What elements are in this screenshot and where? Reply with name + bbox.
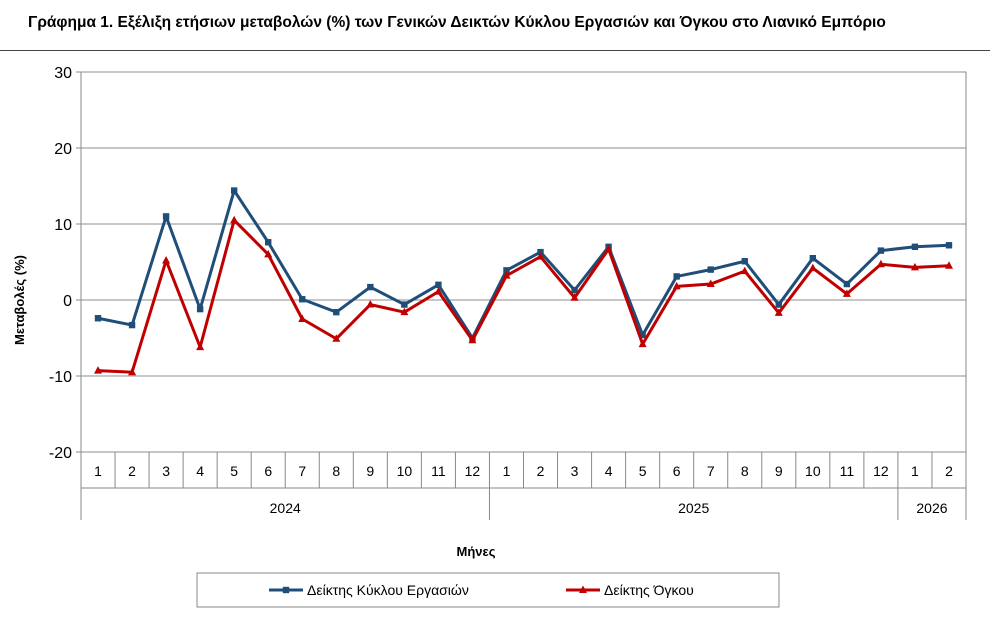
data-point-2 (842, 289, 851, 297)
data-point-2 (196, 342, 205, 351)
data-point-1 (435, 281, 442, 288)
x-tick-label: 6 (264, 463, 272, 479)
x-tick-label: 10 (397, 463, 413, 479)
data-point-2 (570, 293, 579, 301)
x-tick-label: 1 (94, 463, 102, 479)
x-tick-label: 3 (162, 463, 170, 479)
data-point-2 (638, 339, 647, 348)
data-point-1 (299, 296, 306, 303)
data-point-1 (673, 273, 680, 280)
data-point-2 (332, 334, 341, 342)
chart-title: Γράφημα 1. Εξέλιξη ετήσιων μεταβολών (%)… (28, 14, 886, 31)
x-axis-label: Μήνες (457, 544, 496, 559)
series-layer (94, 187, 953, 376)
x-tick-label: 2 (945, 463, 953, 479)
data-point-2 (876, 259, 885, 268)
data-point-2 (774, 308, 783, 316)
data-point-1 (639, 331, 646, 339)
data-point-2 (434, 287, 443, 295)
x-tick-label: 2 (537, 463, 545, 479)
data-point-2 (536, 252, 545, 260)
legend-marker-1 (282, 586, 290, 594)
y-tick-label: 20 (54, 141, 72, 158)
series-line-1 (97, 189, 950, 340)
x-tick-label: 1 (911, 463, 919, 479)
x-tick-label: 2 (128, 463, 136, 479)
data-point-2 (366, 300, 375, 308)
x-tick-label: 6 (673, 463, 681, 479)
data-point-2 (400, 307, 409, 316)
data-point-1 (537, 248, 544, 256)
x-tick-label: 1 (503, 463, 511, 479)
y-axis-label: Μεταβολές (%) (12, 255, 27, 345)
data-point-2 (128, 367, 137, 376)
x-tick-label: 7 (707, 463, 715, 479)
x-tick-label: 4 (196, 463, 204, 479)
year-label: 2024 (270, 500, 301, 516)
data-point-2 (162, 255, 171, 264)
y-tick-label: -10 (49, 369, 72, 386)
data-point-2 (604, 244, 613, 253)
data-point-2 (672, 281, 681, 290)
data-point-1 (265, 239, 272, 246)
data-point-2 (468, 335, 477, 344)
legend: Δείκτης Κύκλου Εργασιών Δείκτης Όγκου (196, 572, 780, 608)
x-tick-label: 4 (605, 463, 613, 479)
data-point-1 (911, 243, 919, 250)
data-point-1 (707, 266, 714, 273)
data-point-1 (503, 267, 510, 274)
data-point-1 (401, 301, 408, 308)
data-point-2 (910, 262, 919, 271)
data-point-1 (945, 242, 953, 249)
data-point-2 (502, 271, 511, 279)
data-point-1 (775, 301, 782, 308)
data-point-1 (94, 315, 102, 322)
data-point-2 (740, 266, 749, 275)
data-point-1 (809, 255, 817, 262)
legend-label-1: Δείκτης Κύκλου Εργασιών (307, 582, 469, 598)
data-point-1 (196, 305, 204, 313)
year-label: 2026 (916, 500, 947, 516)
data-point-1 (741, 258, 748, 265)
x-tick-label: 5 (639, 463, 647, 479)
data-point-2 (808, 263, 817, 272)
data-point-1 (843, 280, 851, 288)
x-tick-label: 10 (805, 463, 821, 479)
x-tick-label: 12 (465, 463, 481, 479)
y-tick-label: 0 (63, 293, 72, 310)
data-point-1 (230, 187, 238, 194)
x-tick-label: 3 (571, 463, 579, 479)
y-tick-label: -20 (49, 445, 72, 462)
legend-label-2: Δείκτης Όγκου (604, 582, 694, 598)
data-point-1 (162, 213, 170, 220)
data-point-2 (94, 366, 103, 374)
series-line-2 (97, 218, 950, 374)
y-tick-label: 30 (54, 65, 72, 82)
title-divider (0, 50, 990, 51)
data-point-2 (298, 314, 307, 322)
data-point-2 (706, 279, 715, 288)
data-point-1 (333, 308, 340, 316)
x-tick-label: 9 (366, 463, 374, 479)
x-tick-label: 11 (840, 463, 855, 479)
data-point-2 (230, 215, 239, 224)
data-point-2 (264, 249, 273, 258)
data-point-1 (571, 286, 578, 294)
x-tick-label: 9 (775, 463, 783, 479)
x-tick-label: 5 (230, 463, 238, 479)
data-point-1 (128, 321, 136, 329)
x-tick-label: 12 (873, 463, 889, 479)
x-tick-label: 8 (332, 463, 340, 479)
x-tick-label: 11 (431, 463, 446, 479)
x-tick-label: 8 (741, 463, 749, 479)
data-point-1 (367, 283, 374, 291)
year-label: 2025 (678, 500, 709, 516)
data-point-1 (877, 247, 885, 254)
data-point-2 (944, 261, 953, 269)
x-tick-label: 7 (298, 463, 306, 479)
y-tick-label: 10 (54, 217, 72, 234)
legend-marker-2 (579, 585, 587, 593)
